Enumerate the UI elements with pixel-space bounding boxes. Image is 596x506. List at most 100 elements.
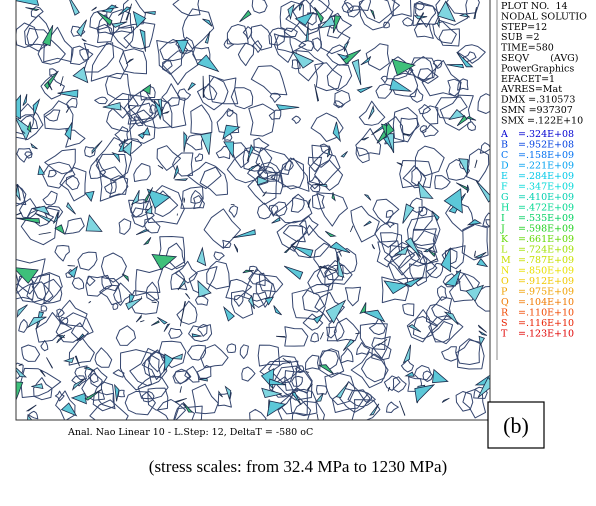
contour-line xyxy=(228,205,239,218)
stress-region xyxy=(223,305,235,322)
contour-plot xyxy=(16,0,493,420)
contour-line xyxy=(316,385,328,395)
contour-line xyxy=(226,24,249,45)
contour-line xyxy=(389,245,416,269)
stress-region xyxy=(338,250,342,257)
contour-line xyxy=(250,65,288,96)
contour-line xyxy=(71,375,87,387)
stress-region xyxy=(197,279,212,298)
stress-region xyxy=(458,13,470,18)
contour-line xyxy=(255,147,292,175)
contour-line xyxy=(105,72,132,100)
contour-line xyxy=(216,108,240,134)
stress-region xyxy=(121,140,133,157)
legend-letter: T xyxy=(501,329,508,340)
stress-region xyxy=(340,151,348,158)
stress-region xyxy=(16,184,21,201)
stress-region xyxy=(16,304,28,318)
contour-line xyxy=(455,339,481,365)
stress-region xyxy=(271,217,281,224)
legend-letter: H xyxy=(501,203,509,214)
stress-region xyxy=(437,0,456,22)
contour-line xyxy=(112,302,119,310)
info-line: SMN =937307 xyxy=(501,105,573,116)
contour-line xyxy=(101,252,127,283)
contour-line xyxy=(49,68,58,76)
stress-region xyxy=(478,330,488,336)
stress-region xyxy=(114,383,120,402)
contour-line xyxy=(156,236,186,271)
stress-region xyxy=(342,338,355,352)
contour-line xyxy=(399,160,433,189)
stress-region xyxy=(232,229,256,239)
contour-line xyxy=(437,285,448,301)
contour-line xyxy=(380,232,403,258)
stress-region xyxy=(16,94,22,120)
stress-region xyxy=(175,40,189,56)
stress-region xyxy=(377,339,388,346)
stress-region xyxy=(27,414,33,420)
stress-region xyxy=(64,122,73,141)
stress-region xyxy=(268,378,287,386)
contour-line xyxy=(118,48,147,75)
contour-line xyxy=(248,103,275,137)
stress-region xyxy=(118,138,126,152)
contour-line xyxy=(457,338,485,370)
stress-region xyxy=(142,237,152,246)
stress-region xyxy=(16,381,24,402)
stress-region xyxy=(171,353,183,360)
stress-region xyxy=(275,104,300,111)
legend-value: =.975E+09 xyxy=(518,287,574,298)
legend-letter: J xyxy=(500,224,505,235)
stress-region xyxy=(369,8,376,20)
stress-region xyxy=(491,3,493,5)
stress-region xyxy=(441,397,450,403)
legend-value: =.110E+10 xyxy=(518,308,574,319)
stress-region xyxy=(291,391,302,406)
contour-line xyxy=(156,145,181,171)
contour-line xyxy=(174,405,203,420)
contour-line xyxy=(231,290,254,319)
legend-letter: Q xyxy=(501,297,509,308)
contour-line xyxy=(42,190,58,206)
stress-region xyxy=(318,265,337,272)
contour-line xyxy=(319,143,330,154)
stress-region xyxy=(256,176,271,186)
stress-region xyxy=(144,187,154,205)
contour-line xyxy=(16,273,50,303)
contour-line xyxy=(312,37,322,52)
stress-region xyxy=(65,107,70,113)
stress-region xyxy=(204,31,211,44)
stress-region xyxy=(306,384,313,391)
stress-region xyxy=(363,220,372,227)
stress-region xyxy=(16,117,31,141)
contour-line xyxy=(88,158,107,179)
contour-line xyxy=(208,74,239,105)
stress-region xyxy=(455,182,468,191)
stress-region xyxy=(130,190,140,206)
contour-line xyxy=(176,300,198,325)
contour-line xyxy=(158,340,187,369)
stress-region xyxy=(18,363,23,367)
stress-region xyxy=(179,301,186,327)
contour-line xyxy=(271,376,294,398)
legend-value: =.123E+10 xyxy=(518,329,574,340)
contour-line xyxy=(418,104,431,115)
contour-line xyxy=(419,125,427,133)
stress-region xyxy=(427,257,438,264)
contour-line xyxy=(290,193,305,213)
stress-region xyxy=(76,19,87,38)
contour-line xyxy=(432,59,443,69)
contour-line xyxy=(222,239,232,248)
contour-line xyxy=(120,349,152,391)
contour-line xyxy=(479,142,490,154)
contour-line xyxy=(65,129,86,148)
contour-line xyxy=(314,159,344,191)
contour-line xyxy=(358,0,394,31)
contour-line xyxy=(47,169,57,178)
stress-region xyxy=(446,63,465,69)
stress-region xyxy=(423,246,434,253)
contour-line xyxy=(383,375,401,391)
contour-line xyxy=(225,278,252,301)
contour-line xyxy=(334,89,351,108)
